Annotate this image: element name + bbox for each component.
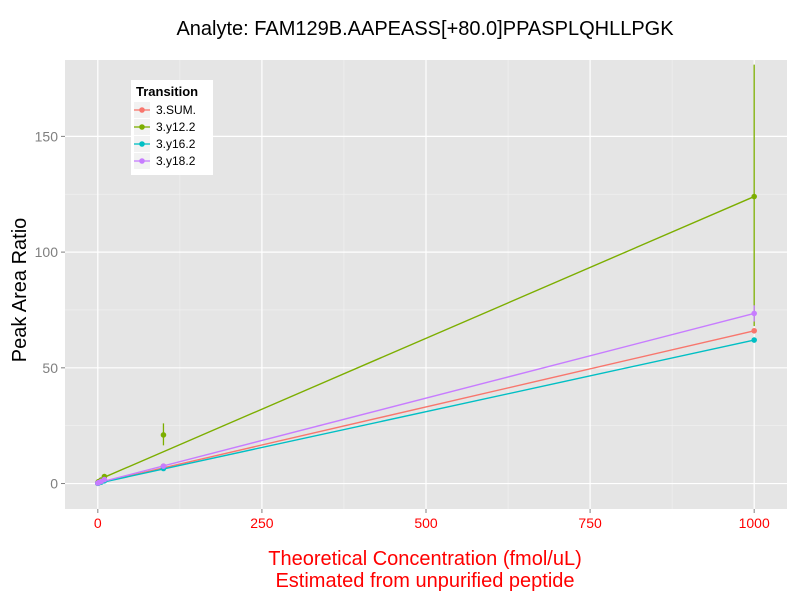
legend-key-point: [139, 158, 145, 164]
y-axis-ticks: 0 50 100 150: [35, 128, 65, 492]
fit-line: [97, 339, 755, 484]
data-points: [95, 193, 757, 487]
y-tick-label: 50: [42, 360, 58, 376]
x-axis-label: Theoretical Concentration (fmol/uL): [268, 548, 581, 570]
y-tick-label: 150: [35, 128, 59, 144]
legend-label: 3.y18.2: [156, 154, 196, 168]
x-tick-label: 500: [414, 515, 438, 531]
x-tick-label: 0: [94, 515, 102, 531]
fit-line: [97, 312, 755, 484]
y-tick-label: 0: [50, 476, 58, 492]
legend-items: 3.SUM. 3.y12.2 3.y16.2 3.y18.2: [134, 102, 196, 169]
legend-label: 3.y16.2: [156, 137, 196, 151]
data-point: [751, 337, 757, 343]
data-point: [751, 327, 757, 334]
x-axis-sublabel: Estimated from unpurified peptide: [275, 570, 574, 592]
legend-label: 3.SUM.: [156, 103, 196, 117]
y-axis-label: Peak Area Ratio: [9, 218, 31, 363]
y-tick-label: 100: [35, 244, 59, 260]
legend-label: 3.y12.2: [156, 120, 196, 134]
legend-key-point: [139, 141, 145, 147]
fit-line: [97, 195, 755, 481]
data-point: [160, 432, 167, 438]
data-point: [160, 463, 167, 469]
data-point: [751, 193, 757, 200]
chart-title: Analyte: FAM129B.AAPEASS[+80.0]PPASPLQHL…: [176, 18, 674, 40]
legend-key-point: [139, 107, 145, 113]
fit-lines: [97, 195, 755, 484]
data-point: [101, 476, 108, 483]
legend-title: Transition: [136, 84, 198, 99]
x-tick-label: 1000: [739, 515, 770, 531]
data-point: [751, 310, 757, 317]
x-axis-ticks: 0 250 500 750 1000: [94, 509, 770, 531]
x-tick-label: 250: [250, 515, 274, 531]
legend: Transition 3.SUM. 3.y12.2 3.y16.2 3.y18.2: [131, 80, 213, 175]
legend-key-point: [139, 124, 145, 130]
x-tick-label: 750: [578, 515, 602, 531]
fit-line: [97, 330, 755, 484]
